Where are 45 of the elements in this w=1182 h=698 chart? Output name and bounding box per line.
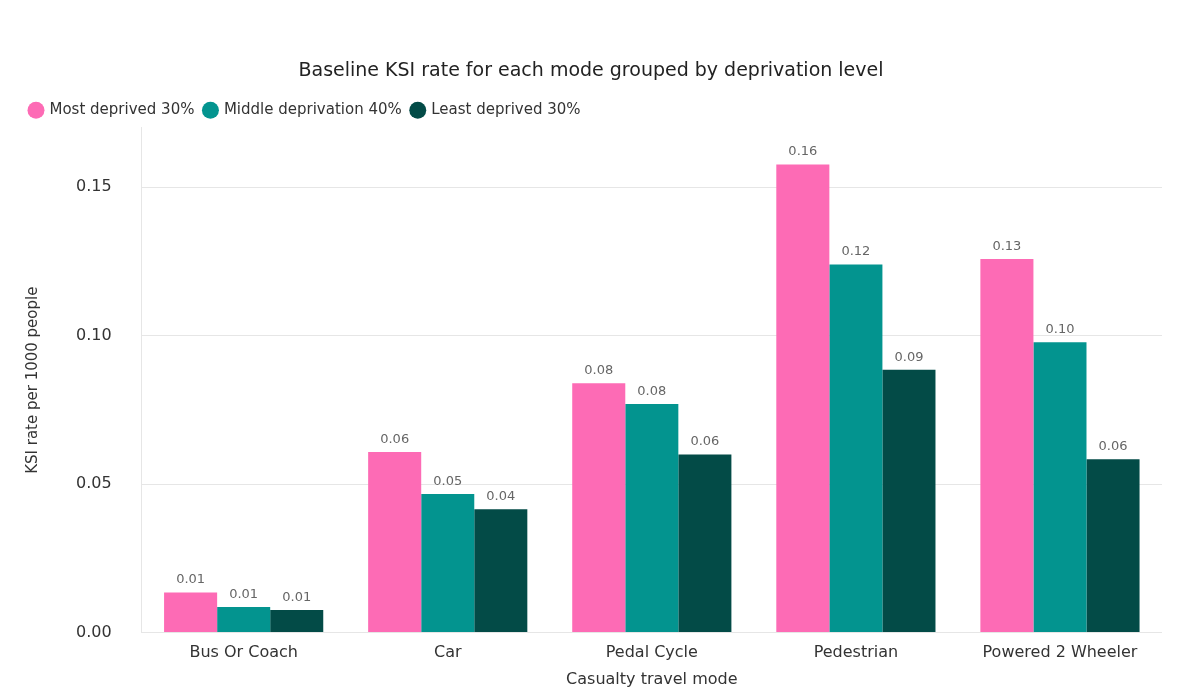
- bar: [474, 509, 528, 633]
- x-tick-label: Bus Or Coach: [189, 642, 298, 662]
- data-label: 0.08: [637, 382, 667, 398]
- bar: [882, 369, 936, 633]
- data-label: 0.16: [788, 143, 818, 159]
- y-tick-label: 0.00: [76, 621, 112, 641]
- data-label: 0.13: [992, 237, 1022, 253]
- chart-title: Baseline KSI rate for each mode grouped by deprivation level: [298, 58, 884, 81]
- y-tick-label: 0.10: [76, 324, 112, 344]
- data-label: 0.09: [894, 348, 924, 364]
- x-axis-title: Casualty travel mode: [566, 668, 738, 688]
- bar: [980, 259, 1034, 633]
- x-tick-label: Pedal Cycle: [605, 642, 698, 662]
- y-tick-label: 0.05: [76, 473, 112, 493]
- data-label: 0.01: [176, 571, 206, 587]
- bar: [829, 264, 883, 633]
- bar: [678, 454, 732, 633]
- bar: [270, 610, 324, 633]
- x-tick-label: Car: [433, 642, 462, 662]
- data-label: 0.04: [486, 488, 516, 504]
- bar: [164, 592, 218, 633]
- x-tick-label: Pedestrian: [813, 642, 899, 662]
- bar: [776, 164, 830, 633]
- bar: [625, 403, 679, 633]
- bar: [368, 452, 422, 633]
- data-label: 0.06: [1098, 438, 1128, 454]
- y-tick-label: 0.15: [76, 176, 112, 196]
- data-label: 0.01: [229, 585, 259, 601]
- data-label: 0.10: [1045, 321, 1075, 337]
- x-tick-label: Powered 2 Wheeler: [982, 642, 1138, 662]
- legend-label: Least deprived 30%: [431, 100, 581, 119]
- data-label: 0.01: [282, 588, 312, 604]
- legend-label: Middle deprivation 40%: [223, 100, 402, 119]
- data-label: 0.06: [380, 430, 410, 446]
- bar: [1086, 459, 1140, 633]
- data-label: 0.08: [584, 362, 614, 378]
- bar: [421, 493, 475, 633]
- bar: [1033, 342, 1087, 633]
- y-axis-title: KSI rate per 1000 people: [22, 286, 41, 474]
- legend-label: Most deprived 30%: [49, 100, 195, 119]
- data-label: 0.06: [690, 433, 720, 449]
- bar: [217, 607, 271, 633]
- data-label: 0.12: [841, 243, 871, 259]
- data-label: 0.05: [433, 472, 463, 488]
- bar: [572, 383, 626, 633]
